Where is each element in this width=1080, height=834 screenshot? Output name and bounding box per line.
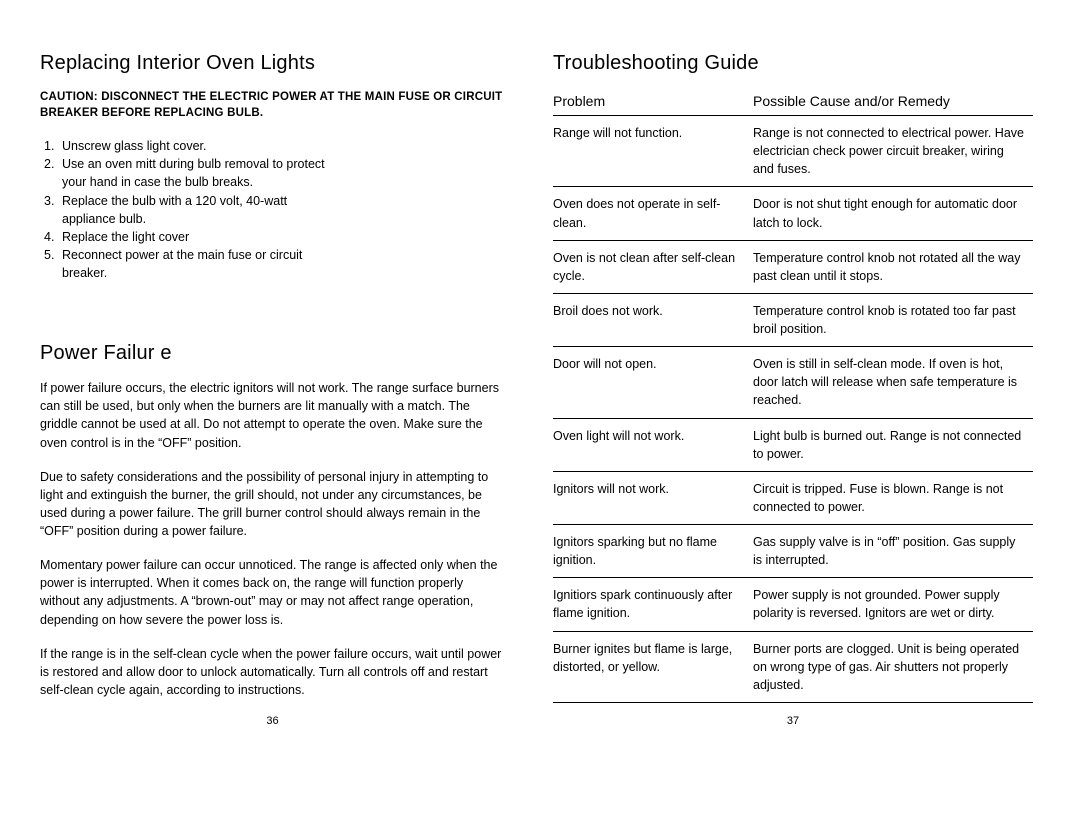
- list-item: Replace the bulb with a 120 volt, 40-wat…: [40, 192, 340, 228]
- remedy-cell: Circuit is tripped. Fuse is blown. Range…: [753, 471, 1033, 524]
- problem-cell: Oven does not operate in self-clean.: [553, 187, 753, 240]
- remedy-cell: Gas supply valve is in “off” position. G…: [753, 525, 1033, 578]
- table-header-problem: Problem: [553, 89, 753, 116]
- table-row: Oven light will not work.Light bulb is b…: [553, 418, 1033, 471]
- problem-cell: Oven light will not work.: [553, 418, 753, 471]
- heading-power-failure: Power Failur e: [40, 342, 505, 365]
- table-row: Broil does not work.Temperature control …: [553, 293, 1033, 346]
- troubleshooting-table: Problem Possible Cause and/or Remedy Ran…: [553, 89, 1033, 703]
- list-item: Unscrew glass light cover.: [40, 137, 340, 155]
- problem-cell: Range will not function.: [553, 116, 753, 187]
- problem-cell: Broil does not work.: [553, 293, 753, 346]
- remedy-cell: Burner ports are clogged. Unit is being …: [753, 631, 1033, 702]
- remedy-cell: Range is not connected to electrical pow…: [753, 116, 1033, 187]
- list-item: Replace the light cover: [40, 228, 340, 246]
- right-page: Troubleshooting Guide Problem Possible C…: [553, 52, 1033, 814]
- remedy-cell: Power supply is not grounded. Power supp…: [753, 578, 1033, 631]
- remedy-cell: Oven is still in self-clean mode. If ove…: [753, 347, 1033, 418]
- problem-cell: Ignitors will not work.: [553, 471, 753, 524]
- remedy-cell: Door is not shut tight enough for automa…: [753, 187, 1033, 240]
- heading-troubleshooting: Troubleshooting Guide: [553, 52, 1033, 75]
- remedy-cell: Light bulb is burned out. Range is not c…: [753, 418, 1033, 471]
- page-number: 37: [553, 715, 1033, 727]
- table-row: Door will not open.Oven is still in self…: [553, 347, 1033, 418]
- caution-text: CAUTION: DISCONNECT THE ELECTRIC POWER A…: [40, 89, 505, 121]
- table-row: Oven does not operate in self-clean.Door…: [553, 187, 1033, 240]
- list-item: Use an oven mitt during bulb removal to …: [40, 155, 340, 191]
- problem-cell: Burner ignites but flame is large, disto…: [553, 631, 753, 702]
- steps-list: Unscrew glass light cover. Use an oven m…: [40, 137, 340, 282]
- problem-cell: Oven is not clean after self-clean cycle…: [553, 240, 753, 293]
- remedy-cell: Temperature control knob not rotated all…: [753, 240, 1033, 293]
- table-header-remedy: Possible Cause and/or Remedy: [753, 89, 1033, 116]
- table-row: Ignitors will not work.Circuit is trippe…: [553, 471, 1033, 524]
- problem-cell: Door will not open.: [553, 347, 753, 418]
- problem-cell: Ignitors sparking but no flame ignition.: [553, 525, 753, 578]
- table-row: Burner ignites but flame is large, disto…: [553, 631, 1033, 702]
- problem-cell: Ignitiors spark continuously after flame…: [553, 578, 753, 631]
- emphasis: Due to safety considerations: [40, 470, 198, 484]
- body-text: If the range is in the self-clean cycle …: [40, 645, 505, 699]
- page-number: 36: [40, 715, 505, 727]
- table-row: Range will not function.Range is not con…: [553, 116, 1033, 187]
- body-text: If power failure occurs, the electric ig…: [40, 379, 505, 452]
- remedy-cell: Temperature control knob is rotated too …: [753, 293, 1033, 346]
- table-row: Ignitors sparking but no flame ignition.…: [553, 525, 1033, 578]
- table-row: Oven is not clean after self-clean cycle…: [553, 240, 1033, 293]
- heading-replacing-lights: Replacing Interior Oven Lights: [40, 52, 505, 75]
- table-row: Ignitiors spark continuously after flame…: [553, 578, 1033, 631]
- body-text: Due to safety considerations and the pos…: [40, 468, 505, 541]
- list-item: Reconnect power at the main fuse or circ…: [40, 246, 340, 282]
- body-text: Momentary power failure can occur unnoti…: [40, 556, 505, 629]
- left-page: Replacing Interior Oven Lights CAUTION: …: [40, 52, 505, 814]
